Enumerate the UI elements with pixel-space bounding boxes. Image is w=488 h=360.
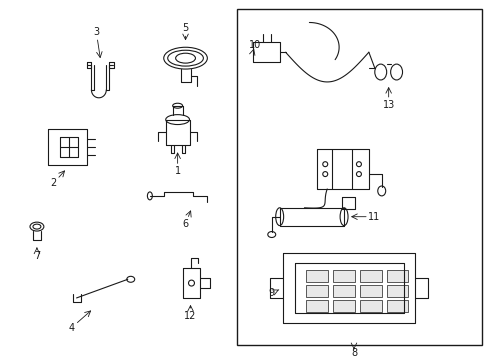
Ellipse shape (374, 64, 386, 80)
Circle shape (322, 162, 327, 167)
Ellipse shape (188, 280, 194, 286)
Ellipse shape (390, 64, 402, 80)
Circle shape (356, 162, 361, 167)
Ellipse shape (172, 103, 182, 108)
Text: 5: 5 (182, 23, 188, 33)
Text: 4: 4 (68, 323, 75, 333)
Bar (386, 270, 407, 282)
Bar (359, 270, 381, 282)
Ellipse shape (147, 192, 152, 200)
Text: 6: 6 (182, 219, 188, 229)
Text: 13: 13 (382, 100, 394, 110)
Text: 1: 1 (174, 166, 180, 176)
Ellipse shape (167, 50, 203, 66)
Bar (332, 300, 354, 312)
Circle shape (356, 172, 361, 176)
Bar (359, 300, 381, 312)
Text: 3: 3 (93, 27, 99, 37)
Bar (359, 285, 381, 297)
Circle shape (322, 172, 327, 176)
Ellipse shape (126, 276, 134, 282)
Text: 9: 9 (268, 288, 274, 298)
Bar (386, 300, 407, 312)
Ellipse shape (30, 222, 44, 231)
Text: 2: 2 (51, 178, 57, 188)
Bar (306, 270, 327, 282)
Text: 8: 8 (350, 348, 356, 359)
Text: 11: 11 (367, 212, 379, 222)
Text: 10: 10 (248, 40, 261, 50)
Ellipse shape (175, 53, 195, 63)
Bar (332, 270, 354, 282)
Bar (332, 285, 354, 297)
Bar (306, 285, 327, 297)
Ellipse shape (165, 114, 189, 125)
Text: 7: 7 (34, 251, 40, 261)
Ellipse shape (377, 186, 385, 196)
Bar (386, 285, 407, 297)
Bar (237, 9, 481, 346)
Text: 12: 12 (184, 311, 196, 321)
Bar (306, 300, 327, 312)
Ellipse shape (340, 208, 347, 226)
Ellipse shape (275, 208, 283, 226)
Ellipse shape (33, 224, 41, 229)
Ellipse shape (267, 231, 275, 238)
Ellipse shape (163, 47, 207, 69)
